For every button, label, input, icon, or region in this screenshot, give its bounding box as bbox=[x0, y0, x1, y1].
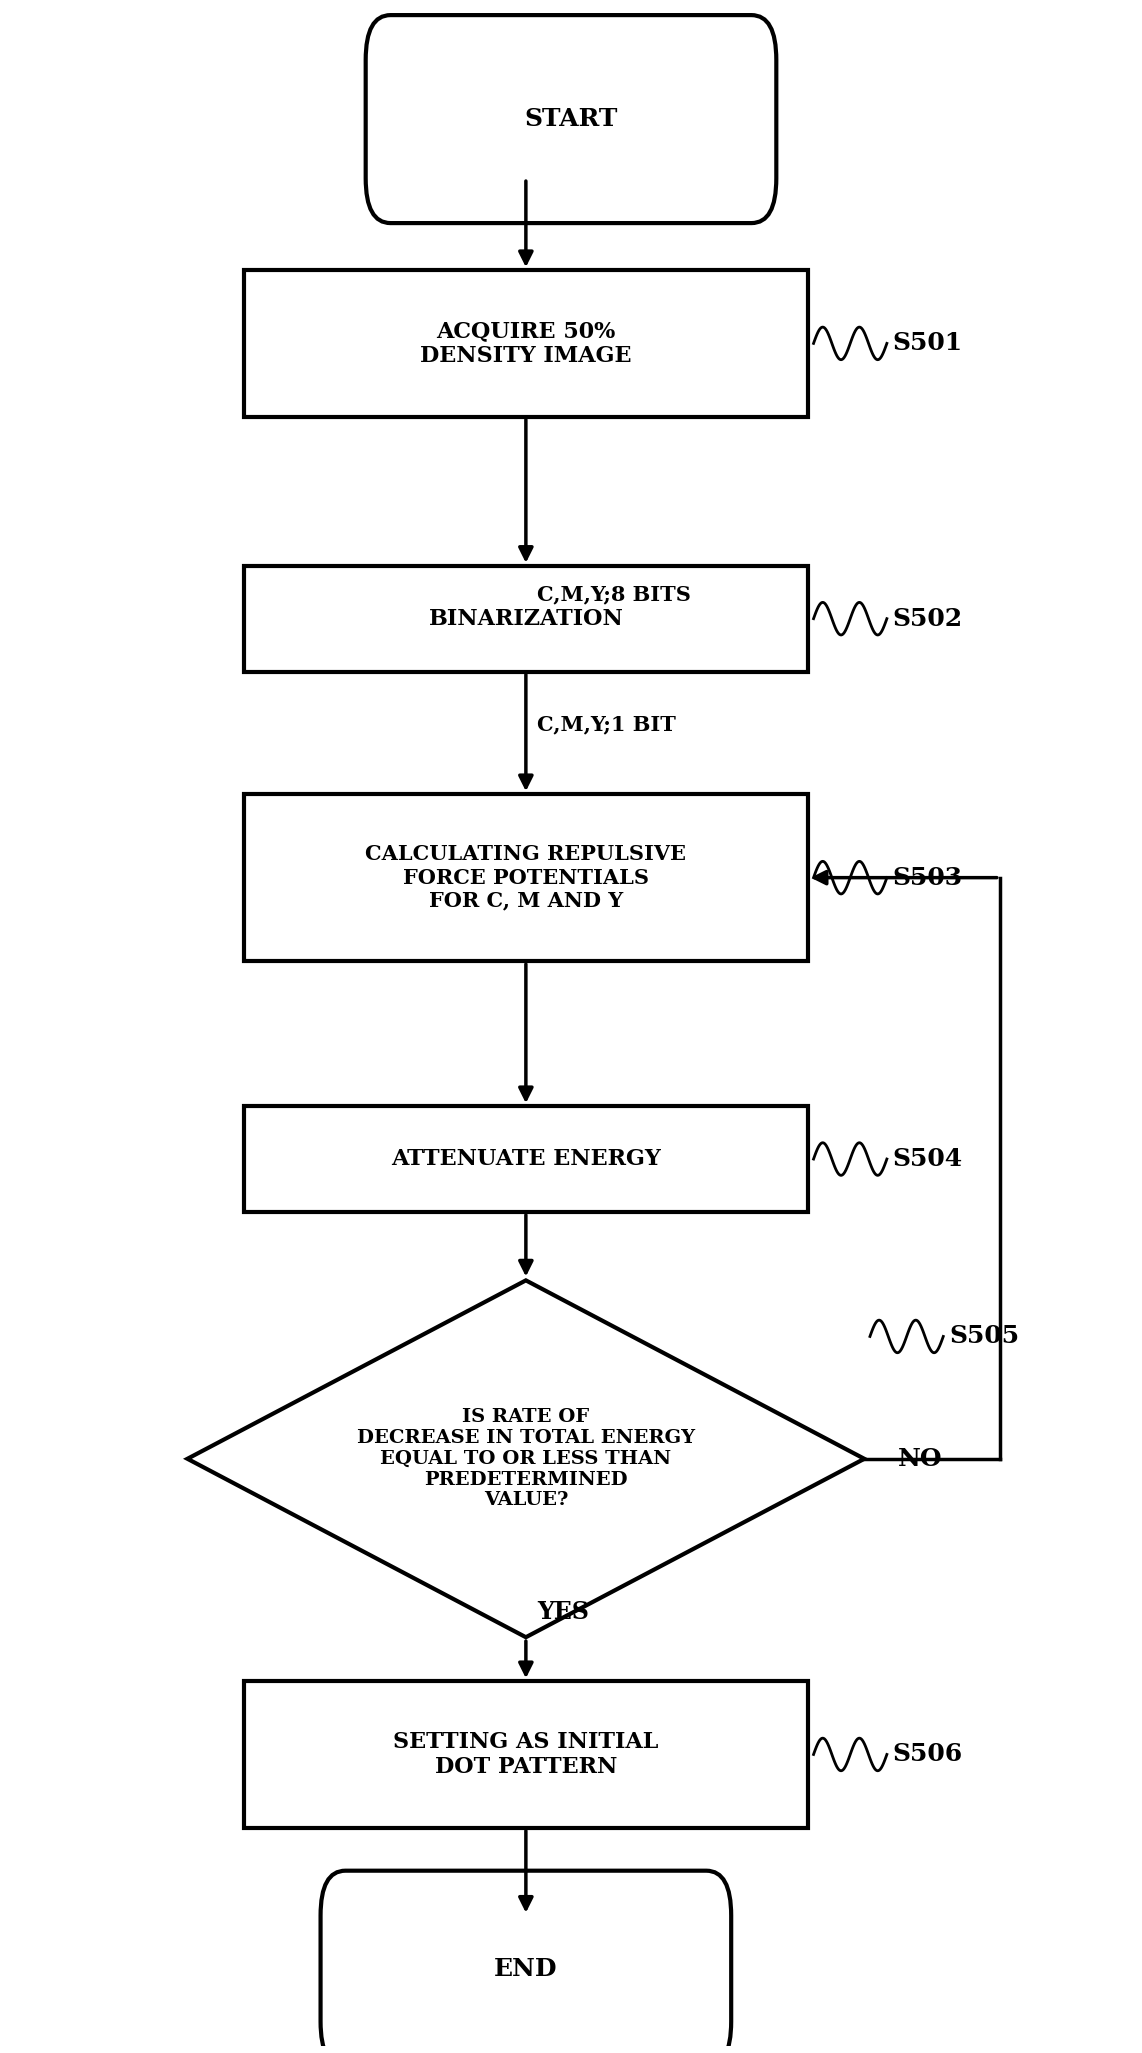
Text: S505: S505 bbox=[949, 1324, 1019, 1349]
Text: IS RATE OF
DECREASE IN TOTAL ENERGY
EQUAL TO OR LESS THAN
PREDETERMINED
VALUE?: IS RATE OF DECREASE IN TOTAL ENERGY EQUA… bbox=[356, 1408, 695, 1509]
Text: S504: S504 bbox=[893, 1148, 963, 1170]
Bar bbox=[244, 795, 807, 961]
FancyBboxPatch shape bbox=[365, 14, 777, 224]
Bar bbox=[244, 1107, 807, 1211]
Text: NO: NO bbox=[898, 1447, 943, 1470]
Text: ACQUIRE 50%
DENSITY IMAGE: ACQUIRE 50% DENSITY IMAGE bbox=[420, 320, 632, 367]
Text: CALCULATING REPULSIVE
FORCE POTENTIALS
FOR C, M AND Y: CALCULATING REPULSIVE FORCE POTENTIALS F… bbox=[365, 844, 686, 912]
Text: YES: YES bbox=[537, 1599, 589, 1624]
Text: S503: S503 bbox=[893, 866, 963, 889]
Text: S501: S501 bbox=[893, 331, 963, 355]
Text: BINARIZATION: BINARIZATION bbox=[428, 608, 624, 630]
Text: START: START bbox=[524, 107, 618, 131]
Bar bbox=[244, 1681, 807, 1827]
Text: C,M,Y;8 BITS: C,M,Y;8 BITS bbox=[537, 585, 691, 604]
Text: S506: S506 bbox=[893, 1743, 963, 1766]
Text: END: END bbox=[494, 1957, 557, 1981]
Bar bbox=[244, 271, 807, 417]
FancyBboxPatch shape bbox=[321, 1870, 731, 2053]
Text: S502: S502 bbox=[893, 608, 963, 630]
Polygon shape bbox=[187, 1281, 864, 1636]
Text: C,M,Y;1 BIT: C,M,Y;1 BIT bbox=[537, 714, 676, 735]
Text: ATTENUATE ENERGY: ATTENUATE ENERGY bbox=[391, 1148, 661, 1170]
Bar bbox=[244, 567, 807, 671]
Text: SETTING AS INITIAL
DOT PATTERN: SETTING AS INITIAL DOT PATTERN bbox=[393, 1731, 659, 1778]
